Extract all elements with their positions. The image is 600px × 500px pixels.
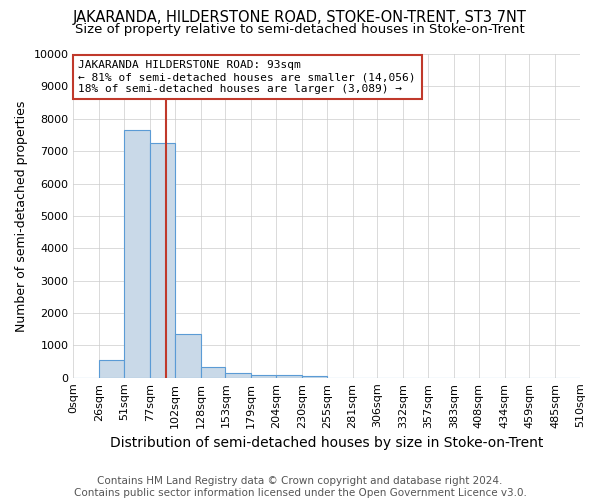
Bar	[150, 143, 175, 378]
Bar	[200, 367, 226, 378]
Text: Size of property relative to semi-detached houses in Stoke-on-Trent: Size of property relative to semi-detach…	[75, 22, 525, 36]
Bar	[226, 372, 251, 378]
Bar	[124, 130, 150, 378]
Bar	[251, 374, 276, 378]
Bar	[175, 334, 200, 378]
Text: JAKARANDA, HILDERSTONE ROAD, STOKE-ON-TRENT, ST3 7NT: JAKARANDA, HILDERSTONE ROAD, STOKE-ON-TR…	[73, 10, 527, 25]
Text: JAKARANDA HILDERSTONE ROAD: 93sqm
← 81% of semi-detached houses are smaller (14,: JAKARANDA HILDERSTONE ROAD: 93sqm ← 81% …	[79, 60, 416, 94]
Bar	[276, 375, 302, 378]
Bar	[302, 376, 327, 378]
Text: Contains HM Land Registry data © Crown copyright and database right 2024.
Contai: Contains HM Land Registry data © Crown c…	[74, 476, 526, 498]
Y-axis label: Number of semi-detached properties: Number of semi-detached properties	[15, 100, 28, 332]
X-axis label: Distribution of semi-detached houses by size in Stoke-on-Trent: Distribution of semi-detached houses by …	[110, 436, 544, 450]
Bar	[99, 360, 124, 378]
